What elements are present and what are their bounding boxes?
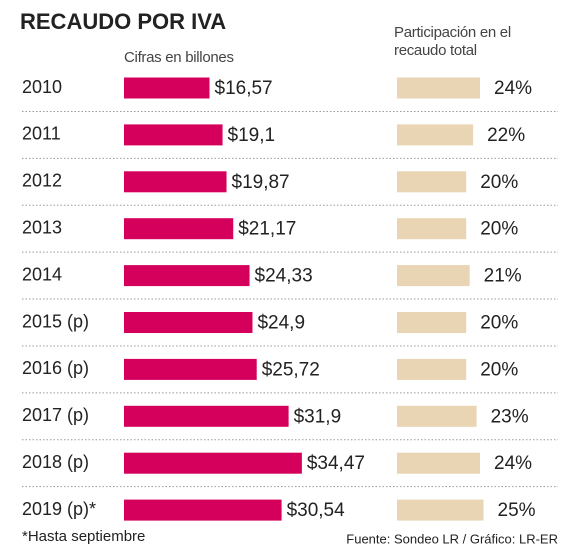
source: Fuente: Sondeo LR / Gráfico: LR-ER <box>346 531 558 546</box>
chart-title: RECAUDO POR IVA <box>20 9 226 34</box>
value-label: $30,54 <box>287 500 346 521</box>
category-label: 2014 <box>22 264 62 284</box>
value-label: 20% <box>480 219 518 240</box>
category-label: 2012 <box>22 171 62 191</box>
bar <box>397 265 470 287</box>
series-label: Cifras en billones <box>124 49 234 66</box>
value-label: 22% <box>487 125 525 146</box>
category-label: 2017 (p) <box>22 405 89 425</box>
bar <box>397 77 481 99</box>
bar <box>124 499 282 521</box>
value-label: $24,9 <box>257 313 305 334</box>
bar <box>124 77 210 99</box>
value-label: 21% <box>484 266 522 287</box>
bar <box>124 452 302 474</box>
bar <box>397 358 467 380</box>
bar <box>124 265 250 287</box>
value-label: $19,1 <box>228 125 276 146</box>
value-label: 24% <box>494 453 532 474</box>
value-label: 25% <box>498 500 536 521</box>
bar <box>124 405 289 427</box>
bar <box>397 405 477 427</box>
value-label: $31,9 <box>294 406 342 427</box>
bar <box>124 218 234 240</box>
category-label: 2011 <box>22 124 61 144</box>
bar <box>124 312 253 333</box>
value-label: 20% <box>480 359 518 380</box>
category-label: 2019 (p)* <box>22 499 96 519</box>
bar <box>124 358 257 380</box>
category-label: 2015 (p) <box>22 311 89 331</box>
value-label: $19,87 <box>232 172 290 193</box>
value-label: $16,57 <box>215 78 273 99</box>
bar <box>397 312 467 333</box>
value-label: $25,72 <box>262 359 320 380</box>
bar <box>397 218 467 240</box>
bar <box>397 171 467 193</box>
value-label: 20% <box>480 172 518 193</box>
bar <box>124 171 227 193</box>
value-label: $24,33 <box>255 266 313 287</box>
category-label: 2010 <box>22 77 62 97</box>
note: *Hasta septiembre <box>22 528 145 545</box>
bar <box>397 499 484 521</box>
bar <box>124 124 223 146</box>
bar <box>397 452 481 474</box>
bar <box>397 124 474 146</box>
series-label: Participación en el recaudo total <box>394 24 511 59</box>
value-label: $34,47 <box>307 453 365 474</box>
category-label: 2016 (p) <box>22 358 89 378</box>
category-label: 2018 (p) <box>22 452 89 472</box>
value-label: $21,17 <box>238 219 296 240</box>
value-label: 23% <box>491 406 529 427</box>
value-label: 20% <box>480 313 518 334</box>
category-label: 2013 <box>22 217 62 237</box>
value-label: 24% <box>494 78 532 99</box>
